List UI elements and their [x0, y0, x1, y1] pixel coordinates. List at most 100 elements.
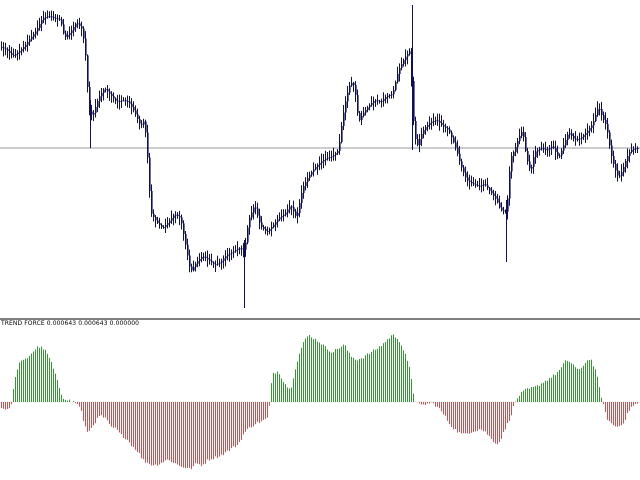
candle — [119, 94, 121, 110]
candle — [81, 21, 83, 37]
indicator-bar-negative — [99, 402, 100, 417]
candle — [161, 223, 163, 229]
indicator-bar-negative — [477, 402, 478, 431]
candle — [353, 81, 355, 92]
indicator-bar-negative — [181, 402, 182, 467]
candle — [619, 170, 621, 179]
indicator-bar-positive — [601, 397, 602, 402]
candle — [537, 147, 539, 159]
candle — [79, 17, 81, 30]
candle — [525, 132, 527, 153]
indicator-bar-negative — [475, 402, 476, 432]
indicator-bar-negative — [259, 402, 260, 424]
indicator-bar-positive — [65, 399, 66, 402]
candle — [179, 210, 181, 226]
indicator-bar-positive — [321, 344, 322, 402]
candle — [447, 126, 449, 137]
indicator-bar-positive — [293, 378, 294, 402]
candle — [347, 85, 349, 108]
candle — [607, 118, 609, 139]
indicator-bar-positive — [375, 349, 376, 402]
indicator-bar-positive — [597, 376, 598, 402]
candle — [175, 211, 177, 224]
candle — [57, 14, 59, 27]
candle — [637, 146, 639, 154]
candle — [557, 145, 559, 160]
candle — [47, 10, 49, 19]
indicator-bar-negative — [1, 402, 2, 409]
candle — [33, 31, 35, 40]
candle — [445, 123, 447, 133]
indicator-bar-positive — [67, 400, 68, 402]
candle — [21, 47, 23, 56]
indicator-bar-positive — [289, 388, 290, 402]
indicator-bar-negative — [227, 402, 228, 451]
candle — [309, 171, 311, 181]
candle — [419, 134, 421, 153]
indicator-bar-positive — [577, 368, 578, 402]
candle — [427, 121, 429, 132]
candle — [577, 135, 579, 142]
candle — [289, 200, 291, 214]
candle — [331, 150, 333, 162]
indicator-bar-positive — [17, 369, 18, 402]
candle — [193, 260, 195, 272]
candle — [111, 91, 113, 103]
price-chart-pane[interactable] — [0, 0, 640, 318]
candle — [357, 89, 359, 116]
candle — [477, 180, 479, 187]
candle — [543, 143, 545, 153]
candle — [7, 47, 9, 59]
indicator-bar-positive — [345, 345, 346, 402]
indicator-bar-negative — [447, 402, 448, 421]
indicator-chart-svg — [0, 334, 640, 470]
candle — [73, 21, 75, 37]
indicator-bar-positive — [275, 373, 276, 402]
indicator-bar-positive — [307, 336, 308, 402]
candle — [425, 124, 427, 135]
indicator-bar-negative — [451, 402, 452, 427]
indicator-bar-positive — [561, 367, 562, 402]
candle — [153, 209, 155, 222]
candle — [201, 251, 203, 263]
indicator-bar-positive — [55, 373, 56, 402]
indicator-bar-negative — [93, 402, 94, 426]
indicator-bar-negative — [513, 402, 514, 407]
indicator-bar-negative — [235, 402, 236, 448]
candle — [581, 132, 583, 145]
indicator-bar-negative — [503, 402, 504, 432]
indicator-bar-positive — [353, 357, 354, 402]
indicator-label: TREND FORCE 0.000643 0.000643 0.000000 — [1, 320, 140, 327]
candle — [145, 119, 147, 138]
indicator-bar-negative — [177, 402, 178, 465]
candle — [219, 258, 221, 268]
indicator-bar-positive — [525, 388, 526, 402]
candle — [595, 107, 597, 123]
indicator-bar-positive — [311, 337, 312, 402]
candle — [307, 172, 309, 189]
indicator-bar-negative — [95, 402, 96, 424]
candle — [273, 222, 275, 229]
candle — [333, 147, 335, 161]
indicator-bar-negative — [135, 402, 136, 450]
indicator-bar-negative — [225, 402, 226, 453]
candle — [421, 127, 423, 147]
pane-separator[interactable] — [0, 318, 640, 320]
candle — [211, 253, 213, 266]
indicator-bar-positive — [571, 363, 572, 402]
candle — [397, 66, 399, 84]
indicator-bar-negative — [253, 402, 254, 427]
candle — [149, 152, 151, 198]
indicator-pane[interactable]: TREND FORCE 0.000643 0.000643 0.000000 — [0, 320, 640, 480]
indicator-bar-negative — [233, 402, 234, 447]
candle — [337, 149, 339, 156]
candle — [313, 162, 315, 177]
indicator-bar-positive — [13, 388, 14, 402]
candle — [205, 251, 207, 262]
indicator-bar-negative — [149, 402, 150, 465]
candle — [361, 110, 363, 125]
indicator-bar-positive — [271, 383, 272, 402]
candle — [499, 195, 501, 209]
candle — [31, 29, 33, 42]
candle — [435, 116, 437, 126]
